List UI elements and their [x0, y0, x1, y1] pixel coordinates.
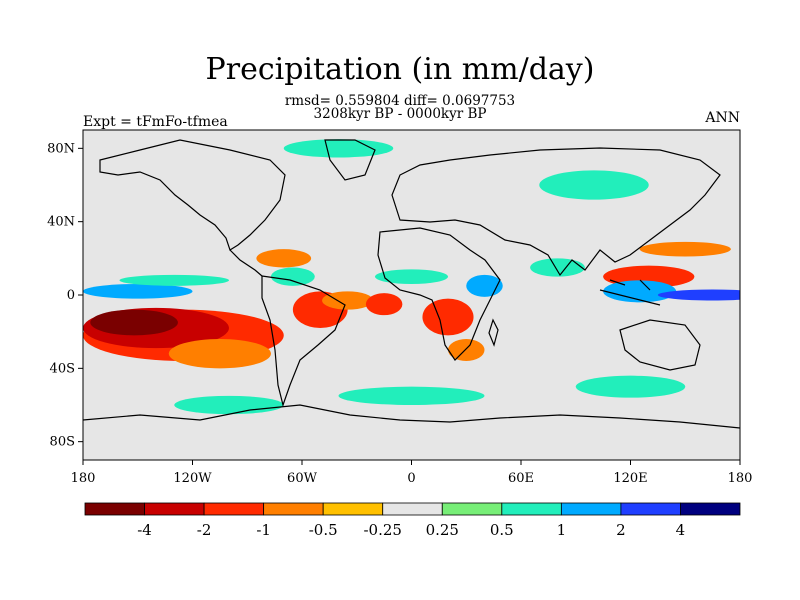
colorbar-swatch — [620, 502, 681, 516]
coastline-africa — [377, 227, 501, 361]
anomaly-region — [365, 293, 403, 316]
colorbar-label: -0.25 — [363, 521, 401, 539]
anomaly-region — [422, 298, 474, 336]
lat-tick-label: 80S — [50, 435, 75, 450]
anomaly-region — [575, 375, 686, 398]
longitude-axis: 180 120W 60W 0 60E 120E 180 — [71, 460, 753, 486]
map-plot-area — [83, 130, 740, 460]
lat-tick-label: 40N — [47, 215, 75, 230]
colorbar-swatch — [560, 502, 622, 516]
lat-tick-label: 80N — [47, 141, 75, 156]
anomaly-region — [83, 284, 193, 299]
figure-title: Precipitation (in mm/day) — [205, 52, 595, 87]
anomaly-region — [270, 267, 315, 286]
anomaly-region — [283, 139, 394, 158]
lon-tick-label: 120W — [173, 471, 212, 486]
colorbar-swatch — [84, 502, 145, 516]
anomaly-region — [603, 280, 677, 303]
anomaly-region — [256, 249, 312, 268]
colorbar-swatch — [144, 502, 205, 516]
coastline-central-america — [229, 249, 263, 277]
coastline-antarctica — [83, 404, 740, 429]
lon-tick-label: 60W — [287, 471, 318, 486]
anomaly-region — [639, 241, 731, 257]
lon-tick-label: 180 — [728, 471, 753, 486]
coastline-eurasia — [391, 147, 721, 277]
colorbar-label: 0.25 — [426, 521, 459, 539]
anomaly-region — [530, 258, 585, 277]
lon-tick-label: 0 — [407, 471, 415, 486]
coastline-maritime-continent — [599, 279, 661, 306]
colorbar-swatch — [441, 502, 503, 516]
anomaly-region — [448, 339, 485, 361]
lat-tick-label: 40S — [50, 361, 75, 376]
anomaly-region — [338, 386, 485, 406]
colorbar-swatch — [203, 502, 265, 516]
colorbar-label: 1 — [557, 521, 567, 539]
anomaly-region — [90, 309, 178, 336]
anomaly-regions — [83, 139, 740, 415]
anomaly-region — [174, 395, 284, 415]
lon-tick-label: 180 — [71, 471, 96, 486]
colorbar-swatch — [680, 502, 741, 516]
colorbar-label: -1 — [256, 521, 271, 539]
lat-tick-label: 0 — [67, 288, 75, 303]
anomaly-region — [375, 269, 448, 284]
anomaly-region — [657, 289, 740, 301]
colorbar-swatch — [322, 502, 384, 516]
colorbar-label: -4 — [137, 521, 152, 539]
coastline-australia — [619, 319, 701, 371]
coastline-south-america — [261, 275, 346, 408]
experiment-label: Expt = tFmFo-tfmea — [83, 114, 228, 130]
colorbar-label: -0.5 — [309, 521, 338, 539]
colorbar-swatch — [382, 502, 443, 516]
colorbar: -4 -2 -1 -0.5 -0.25 0.25 0.5 1 2 4 — [84, 502, 741, 539]
period-line: 3208kyr BP - 0000kyr BP — [313, 106, 487, 122]
latitude-axis: 80N 40N 0 40S 80S — [47, 141, 83, 450]
colorbar-label: -2 — [197, 521, 212, 539]
colorbar-label: 0.5 — [490, 521, 514, 539]
lon-tick-label: 120E — [613, 471, 647, 486]
colorbar-swatch — [501, 502, 562, 516]
lon-tick-label: 60E — [508, 471, 534, 486]
anomaly-region — [168, 339, 271, 369]
coastline-greenland — [324, 139, 376, 181]
stats-line: rmsd= 0.559804 diff= 0.0697753 — [284, 93, 516, 109]
anomaly-region — [119, 274, 229, 286]
colorbar-label: 2 — [616, 521, 626, 539]
anomaly-region — [539, 170, 649, 200]
anomaly-region — [466, 274, 503, 297]
season-label: ANN — [705, 110, 740, 126]
coastlines — [83, 139, 740, 429]
colorbar-swatch — [263, 502, 324, 516]
colorbar-label: 4 — [676, 521, 686, 539]
anomaly-region — [322, 291, 374, 310]
coastline-madagascar — [488, 318, 499, 347]
